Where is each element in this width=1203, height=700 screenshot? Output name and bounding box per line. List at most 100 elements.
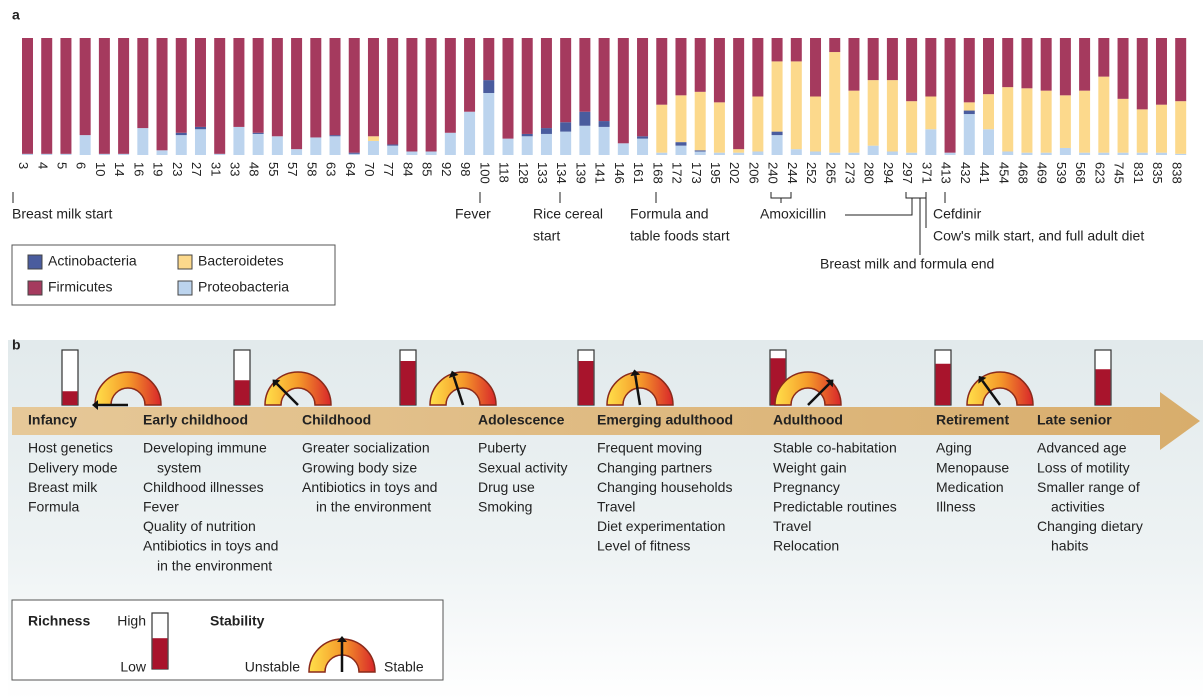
x-tick-label: 19 xyxy=(151,162,166,176)
bar-segment xyxy=(1021,152,1033,155)
stability-needle xyxy=(978,375,1002,406)
bar-segment xyxy=(367,38,379,137)
bar-segment xyxy=(829,152,841,155)
x-tick-label: 273 xyxy=(843,162,858,184)
bar-segment xyxy=(1059,95,1071,148)
bar-segment xyxy=(175,135,187,155)
bar-segment xyxy=(1117,38,1129,99)
x-tick-label: 146 xyxy=(612,162,627,184)
bar-segment xyxy=(771,135,783,155)
stability-gauge xyxy=(264,371,332,406)
stage-item: Changing dietary xyxy=(1037,518,1143,534)
x-tick-label: 100 xyxy=(477,162,492,184)
stage-item: Growing body size xyxy=(302,459,417,475)
x-tick-label: 168 xyxy=(650,162,665,184)
stage-title: Childhood xyxy=(302,412,371,428)
richness-level xyxy=(234,380,250,405)
stability-gauge xyxy=(94,371,162,406)
x-tick-label: 23 xyxy=(170,162,185,176)
x-tick-label: 413 xyxy=(939,162,954,184)
needle-head xyxy=(978,375,987,384)
bar-segment xyxy=(733,149,745,153)
panel-label: b xyxy=(12,337,21,353)
bar-segment xyxy=(233,38,245,127)
bar-segment xyxy=(22,153,33,155)
bar-segment xyxy=(963,110,975,115)
bar-segment xyxy=(886,38,898,81)
stability-needle xyxy=(337,636,347,672)
bar-segment xyxy=(1079,90,1091,153)
bar-segment xyxy=(579,125,591,155)
x-tick-label: 202 xyxy=(727,162,742,184)
stability-needle xyxy=(272,379,299,406)
bar-segment xyxy=(906,38,918,102)
needle-shaft xyxy=(981,379,1002,406)
bar-segment xyxy=(156,150,168,155)
bar-segment xyxy=(1155,152,1167,155)
x-tick-label: 14 xyxy=(112,162,127,176)
stage-item: Level of fitness xyxy=(597,538,690,554)
stage-item: Smaller range of xyxy=(1037,479,1140,495)
x-tick-label: 63 xyxy=(324,162,339,176)
stage-item: Travel xyxy=(773,518,811,534)
legend-label: Unstable xyxy=(245,659,300,675)
bar-segment xyxy=(233,126,245,155)
bar-segment xyxy=(810,96,822,152)
bar-segment xyxy=(387,145,399,155)
needle-shaft xyxy=(452,376,465,406)
x-tick-label: 252 xyxy=(804,162,819,184)
legend-title: Richness xyxy=(28,613,90,629)
bar-segment xyxy=(406,151,418,155)
bar-segment xyxy=(98,153,110,155)
bar-segment xyxy=(540,128,552,134)
x-tick-label: 206 xyxy=(746,162,761,184)
bar-segment xyxy=(598,121,610,127)
needle-head xyxy=(92,400,98,410)
bar-segment xyxy=(79,38,91,136)
bar-segment xyxy=(944,152,956,155)
bar-segment xyxy=(637,138,649,155)
x-tick-label: 5 xyxy=(55,162,70,169)
bar-segment xyxy=(310,38,322,138)
stage-item: Menopause xyxy=(936,459,1009,475)
bar-segment xyxy=(1117,98,1129,153)
stage-item: Antibiotics in toys and xyxy=(302,479,437,495)
bar-segment xyxy=(348,152,360,154)
stability-needle xyxy=(630,369,642,406)
x-tick-label: 835 xyxy=(1150,162,1165,184)
stage-item: habits xyxy=(1051,538,1088,554)
legend-swatch xyxy=(27,254,43,270)
stage-item: in the environment xyxy=(157,557,272,573)
stage-title: Late senior xyxy=(1037,412,1112,428)
bar-segment xyxy=(983,129,994,155)
bar-segment xyxy=(713,38,725,103)
bar-segment xyxy=(906,152,918,155)
x-tick-label: 195 xyxy=(708,162,723,184)
stage-item: Host genetics xyxy=(28,440,113,456)
bar-segment xyxy=(425,151,437,155)
x-tick-label: 58 xyxy=(304,162,319,176)
bar-segment xyxy=(983,38,994,95)
x-tick-label: 128 xyxy=(516,162,531,184)
stage-item: Quality of nutrition xyxy=(143,518,256,534)
stage-item: activities xyxy=(1051,499,1105,515)
x-tick-label: 371 xyxy=(919,162,934,184)
x-tick-label: 838 xyxy=(1169,162,1184,184)
x-tick-label: 31 xyxy=(208,162,223,176)
x-tick-label: 240 xyxy=(766,162,781,184)
bar-segment xyxy=(771,61,783,132)
annotation: Formula and xyxy=(630,206,709,222)
stage-item: Changing households xyxy=(597,479,732,495)
bar-segment xyxy=(598,38,610,122)
annotation: table foods start xyxy=(630,228,730,244)
needle-head xyxy=(448,370,459,379)
x-tick-label: 265 xyxy=(823,162,838,184)
bar-segment xyxy=(483,38,495,81)
bar-segment xyxy=(329,135,341,137)
stage-item: Advanced age xyxy=(1037,440,1127,456)
x-tick-label: 33 xyxy=(227,162,242,176)
stage-title: Emerging adulthood xyxy=(597,412,733,428)
bar-segment xyxy=(367,136,379,141)
bar-segment xyxy=(1040,152,1052,155)
bar-segment xyxy=(137,38,149,129)
